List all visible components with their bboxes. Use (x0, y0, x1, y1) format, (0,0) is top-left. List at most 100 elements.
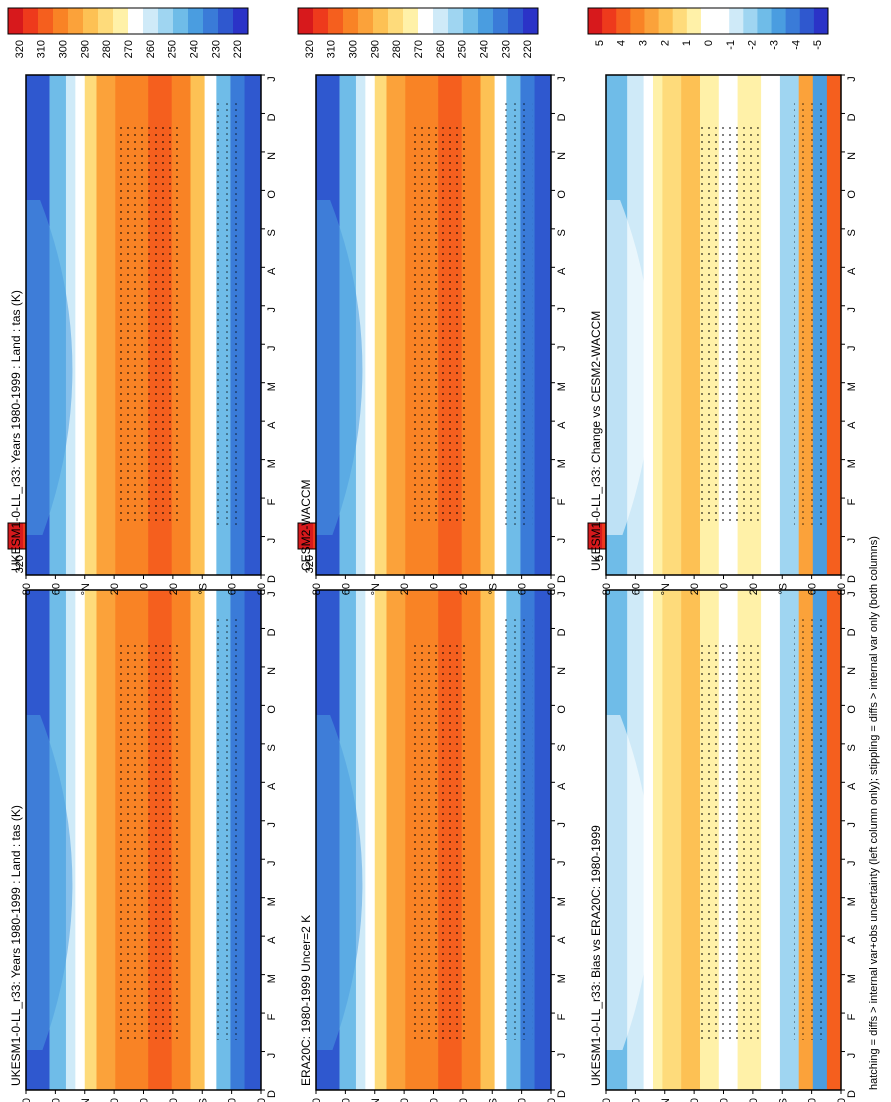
lat-tick-label: °N (370, 583, 382, 595)
colorbar-swatch (83, 8, 99, 34)
colorbar-swatch (686, 8, 702, 34)
footer-note: hatching = diffs > internal var+obs unce… (868, 536, 880, 1090)
lat-band (365, 75, 376, 575)
colorbar-label: 0 (703, 40, 715, 46)
month-tick-label: O (846, 190, 858, 199)
colorbar-swatch (143, 8, 159, 34)
panel-title: UKESM1-0-LL_r33: Years 1980-1999 : Land … (9, 290, 23, 571)
colorbar-label: 320 (14, 555, 26, 573)
month-tick-label: J (846, 591, 858, 597)
lat-tick-label: °N (660, 583, 672, 595)
lat-tick-label: 80 (546, 583, 558, 595)
lat-tick-label: 20 (748, 1098, 760, 1102)
month-tick-label: D (556, 1090, 568, 1098)
month-tick-label: J (556, 345, 568, 351)
lat-band (190, 590, 206, 1090)
panel-title: UKESM1-0-LL_r33: Bias vs ERA20C: 1980-19… (589, 825, 603, 1086)
colorbar-swatch (757, 8, 773, 34)
seasonal-contour (316, 715, 363, 1050)
lat-tick-label: 60 (227, 1098, 239, 1102)
month-tick-label: A (556, 267, 568, 275)
colorbar-swatch (188, 8, 204, 34)
month-tick-label: J (266, 76, 278, 82)
lat-band (244, 75, 262, 575)
month-tick-label: D (556, 628, 568, 636)
month-tick-label: M (266, 382, 278, 391)
colorbar-swatch (373, 8, 389, 34)
month-tick-label: S (846, 744, 858, 751)
lat-tick-label: 20 (748, 583, 760, 595)
colorbar-label: 260 (145, 40, 157, 58)
lat-tick-label: 20 (168, 583, 180, 595)
colorbar-swatch (233, 8, 249, 34)
month-tick-label: A (266, 267, 278, 275)
lat-band (653, 590, 663, 1090)
colorbar-label: 240 (478, 40, 490, 58)
colorbar-label: 220 (232, 40, 244, 58)
lat-band (190, 75, 206, 575)
month-tick-label: M (266, 974, 278, 983)
lat-band (65, 590, 76, 1090)
lat-band (84, 590, 97, 1090)
month-tick-label: F (846, 1013, 858, 1020)
panel-title: ERA20C: 1980-1999 Uncer=2 K (299, 915, 313, 1086)
colorbar-label: 280 (391, 40, 403, 58)
lat-band (75, 590, 86, 1090)
lat-tick-label: 80 (836, 1098, 848, 1102)
month-tick-label: F (266, 498, 278, 505)
month-tick-label: A (846, 267, 858, 275)
colorbar-label: 290 (369, 40, 381, 58)
lat-tick-label: 80 (256, 583, 268, 595)
lat-tick-label: 20 (109, 583, 121, 595)
month-tick-label: D (846, 628, 858, 636)
colorbar-swatch (478, 8, 494, 34)
month-tick-label: N (556, 667, 568, 675)
colorbar-swatch (508, 8, 524, 34)
seasonal-contour (606, 715, 653, 1050)
colorbar-label: 290 (79, 40, 91, 58)
lat-band (386, 75, 406, 575)
lat-band (204, 75, 217, 575)
colorbar-swatch (729, 8, 744, 34)
month-tick-label: A (556, 936, 568, 944)
lat-band (96, 75, 116, 575)
lat-band (662, 590, 682, 1090)
month-tick-label: D (266, 1090, 278, 1098)
lat-tick-label: °N (80, 1098, 92, 1102)
month-tick-label: S (266, 744, 278, 751)
colorbar: 320 310 300 290 280 270 260 250 240 230 220 (7, 7, 249, 58)
lat-band (355, 590, 366, 1090)
lat-tick-label: 60 (50, 583, 62, 595)
month-tick-label: J (266, 307, 278, 313)
lat-band (761, 75, 781, 575)
panel-title: UKESM1-0-LL_r33: Years 1980-1999 : Land … (9, 805, 23, 1086)
colorbar-label: -5 (812, 40, 824, 50)
colorbar-frame (297, 7, 539, 35)
lat-tick-label: 80 (546, 1098, 558, 1102)
stippling (700, 640, 759, 1040)
month-tick-label: N (556, 152, 568, 160)
lat-tick-label: 80 (311, 1098, 323, 1102)
month-tick-label: A (846, 936, 858, 944)
month-tick-label: O (266, 705, 278, 714)
colorbar-label: 320 (14, 40, 26, 58)
month-tick-label: D (556, 575, 568, 583)
colorbar-label: 4 (616, 40, 628, 46)
lat-tick-label: 60 (517, 583, 529, 595)
lat-tick-label: 60 (340, 1098, 352, 1102)
lat-tick-label: 20 (689, 583, 701, 595)
colorbar-swatch (298, 8, 314, 34)
month-tick-label: J (556, 822, 568, 828)
month-tick-label: A (846, 782, 858, 790)
colorbar: 320 310 300 290 280 270 260 250 240 230 220 (297, 7, 539, 58)
colorbar-swatch (218, 8, 234, 34)
stippling (410, 640, 469, 1040)
month-tick-label: D (266, 575, 278, 583)
colorbar-swatch (388, 8, 404, 34)
month-tick-label: J (846, 345, 858, 351)
month-tick-label: F (846, 498, 858, 505)
